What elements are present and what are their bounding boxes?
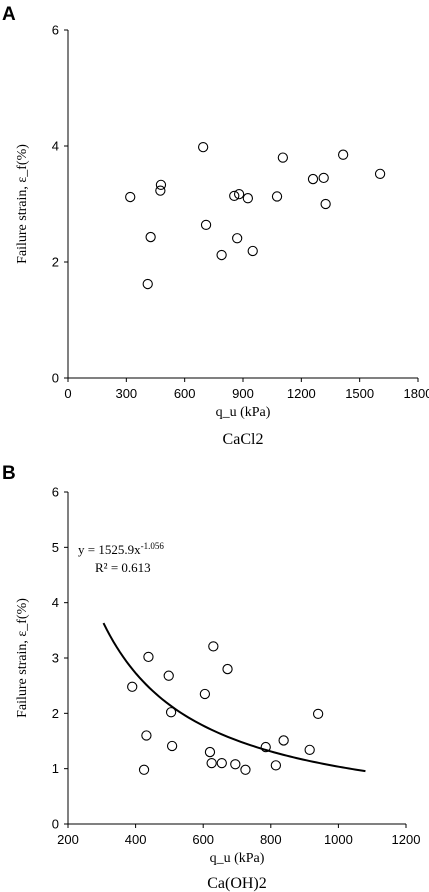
- data-point: [304, 744, 315, 756]
- data-point: [307, 173, 319, 185]
- x-tick-label: 1200: [287, 386, 316, 401]
- x-tick-label: 0: [64, 386, 71, 401]
- data-point: [145, 231, 156, 243]
- panel-b-y-label: Failure strain, ε_f(%): [15, 598, 30, 718]
- data-point: [233, 188, 245, 200]
- data-point: [270, 760, 282, 771]
- data-point: [165, 707, 177, 718]
- y-tick-label: 3: [52, 651, 59, 666]
- data-point: [232, 233, 243, 244]
- data-point: [155, 179, 167, 191]
- data-point: [143, 651, 154, 663]
- x-tick-label: 300: [115, 386, 137, 401]
- data-point: [320, 198, 331, 210]
- panel-a: A 0 2 4 6 0 300 600 900 1200 1500 1800 Failure st…: [2, 4, 429, 448]
- data-point: [312, 708, 324, 720]
- x-tick-label: 600: [174, 386, 196, 401]
- data-point: [277, 152, 289, 163]
- panel-a-x-label: q_u (kPa): [216, 405, 271, 420]
- data-point: [216, 249, 227, 261]
- data-point: [200, 219, 212, 231]
- data-point: [222, 663, 233, 675]
- y-tick-label: 4: [52, 595, 59, 610]
- data-point: [374, 168, 386, 179]
- y-tick-label: 1: [52, 761, 59, 776]
- data-point: [318, 172, 329, 184]
- data-point: [271, 191, 283, 202]
- x-tick-label: 1000: [324, 832, 353, 847]
- x-tick-label: 1200: [392, 832, 421, 847]
- data-point: [247, 245, 258, 257]
- data-point: [204, 746, 216, 758]
- y-tick-label: 6: [52, 23, 59, 38]
- x-tick-label: 1800: [404, 386, 429, 401]
- data-point: [127, 681, 138, 692]
- data-point: [166, 740, 178, 752]
- panel-b-x-ticks: 200 400 600 800 1000 1200: [57, 824, 420, 847]
- panel-b-x-label: q_u (kPa): [210, 851, 265, 866]
- x-tick-label: 800: [260, 832, 282, 847]
- data-point: [163, 670, 174, 681]
- panel-a-letter: A: [2, 4, 16, 25]
- y-tick-label: 4: [52, 139, 59, 154]
- x-tick-label: 900: [232, 386, 254, 401]
- x-tick-label: 1500: [345, 386, 374, 401]
- x-tick-label: 600: [192, 832, 214, 847]
- y-tick-label: 5: [52, 540, 59, 555]
- panel-b: B 0 1 2 3 4 5 6 200 400 600 800 1000 1200 y = 1525.…: [2, 463, 420, 892]
- panel-b-r2: R² = 0.613: [95, 560, 151, 575]
- panel-b-y-ticks: 0 1 2 3 4 5 6: [52, 485, 68, 832]
- data-point: [208, 641, 219, 652]
- panel-b-letter: B: [2, 463, 16, 484]
- panel-b-caption: Ca(OH)2: [207, 875, 267, 892]
- data-point: [206, 757, 217, 769]
- y-tick-label: 2: [52, 255, 59, 270]
- y-tick-label: 0: [52, 817, 59, 832]
- panel-a-x-ticks: 0 300 600 900 1200 1500 1800: [64, 378, 429, 401]
- data-point: [199, 688, 211, 700]
- data-point: [138, 764, 150, 775]
- y-tick-label: 2: [52, 706, 59, 721]
- y-tick-label: 6: [52, 485, 59, 500]
- data-point: [242, 193, 254, 204]
- panel-a-caption: CaCl2: [223, 431, 264, 448]
- data-point: [240, 764, 251, 775]
- y-tick-label: 0: [52, 371, 59, 386]
- data-point: [141, 730, 152, 741]
- panel-b-points: [127, 641, 324, 775]
- data-point: [337, 149, 349, 160]
- panel-a-points: [125, 142, 386, 290]
- data-point: [216, 757, 227, 769]
- data-point: [142, 278, 153, 290]
- data-point: [278, 735, 289, 746]
- data-point: [230, 759, 241, 770]
- x-tick-label: 400: [125, 832, 147, 847]
- data-point: [260, 741, 271, 753]
- data-point: [197, 142, 209, 153]
- data-point: [155, 185, 166, 196]
- panel-a-y-label: Failure strain, ε_f(%): [15, 144, 30, 264]
- x-tick-label: 200: [57, 832, 79, 847]
- data-point: [125, 191, 136, 203]
- panel-b-equation: y = 1525.9x-1.056: [78, 541, 164, 557]
- data-point: [229, 190, 240, 202]
- panel-b-trendline: [102, 622, 366, 773]
- panel-a-y-ticks: 0 2 4 6: [52, 23, 68, 386]
